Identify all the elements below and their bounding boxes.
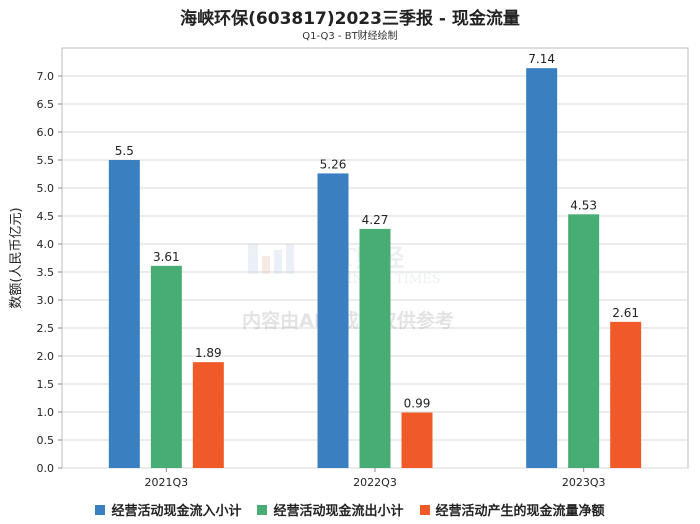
y-tick-label: 7.0: [37, 70, 55, 83]
data-label: 2.61: [612, 306, 639, 320]
y-tick-label: 5.0: [37, 182, 55, 195]
chart-title: 海峡环保(603817)2023三季报 - 现金流量: [180, 9, 520, 29]
legend-swatch: [257, 504, 268, 515]
legend-label: 经营活动产生的现金流量净额: [435, 504, 605, 519]
data-label: 3.61: [153, 250, 180, 264]
bar: [401, 412, 433, 468]
y-tick-label: 0.5: [37, 434, 55, 447]
y-tick-label: 3.0: [37, 294, 55, 307]
legend-swatch: [95, 504, 106, 515]
data-labels: 5.5 3.61 1.89 5.26 4.27 0.99 7.14 4.53 2.61: [115, 52, 639, 410]
bar: [359, 228, 391, 468]
bar: [108, 160, 140, 468]
chart-subtitle: Q1-Q3 - BT财经绘制: [302, 31, 398, 42]
y-axis: 0.0 0.5 1.0 1.5 2.0 2.5 3.0 3.5 4.0 4.5 5.0 5.5 6.0 6…: [37, 70, 62, 475]
bar: [150, 265, 182, 468]
data-label: 5.5: [115, 144, 134, 158]
legend-swatch: [419, 504, 430, 515]
y-tick-label: 1.5: [37, 378, 55, 391]
y-axis-label: 数额(人民币亿元): [9, 207, 24, 308]
y-tick-label: 2.0: [37, 350, 55, 363]
legend-item: 经营活动现金流入小计: [95, 500, 241, 519]
bars: [108, 68, 642, 468]
bar: [568, 214, 600, 468]
bar: [610, 321, 642, 468]
legend-item: 经营活动产生的现金流量净额: [419, 500, 605, 519]
y-tick-label: 0.0: [37, 462, 55, 475]
y-tick-label: 3.5: [37, 266, 55, 279]
y-tick-label: 2.5: [37, 322, 55, 335]
data-label: 4.27: [362, 213, 389, 227]
legend-label: 经营活动现金流出小计: [273, 504, 404, 519]
x-tick-label: 2021Q3: [145, 476, 189, 489]
data-label: 1.89: [195, 346, 222, 360]
y-tick-label: 6.0: [37, 126, 55, 139]
data-label: 4.53: [570, 198, 597, 212]
bar: [526, 68, 558, 468]
chart-area: BT财经 BUSINESS TIMES 内容由AI生成，仅供参考 5.53.61…: [9, 47, 689, 489]
y-tick-label: 4.5: [37, 210, 55, 223]
legend-label: 经营活动现金流入小计: [111, 504, 242, 519]
x-tick-label: 2022Q3: [353, 476, 397, 489]
bar: [192, 362, 224, 468]
bar: [317, 173, 349, 468]
data-label: 0.99: [404, 397, 431, 411]
x-tick-label: 2023Q3: [562, 476, 606, 489]
legend: 经营活动现金流入小计 经营活动现金流出小计 经营活动产生的现金流量净额: [0, 500, 700, 519]
data-label: 5.26: [320, 157, 347, 171]
x-axis: 2021Q3 2022Q3 2023Q3: [145, 468, 606, 489]
y-tick-label: 6.5: [37, 98, 55, 111]
data-label: 7.14: [528, 52, 555, 66]
y-tick-label: 4.0: [37, 238, 55, 251]
legend-item: 经营活动现金流出小计: [257, 500, 404, 519]
y-tick-label: 1.0: [37, 406, 55, 419]
y-tick-label: 5.5: [37, 154, 55, 167]
watermark-logo-icon: [248, 244, 294, 274]
